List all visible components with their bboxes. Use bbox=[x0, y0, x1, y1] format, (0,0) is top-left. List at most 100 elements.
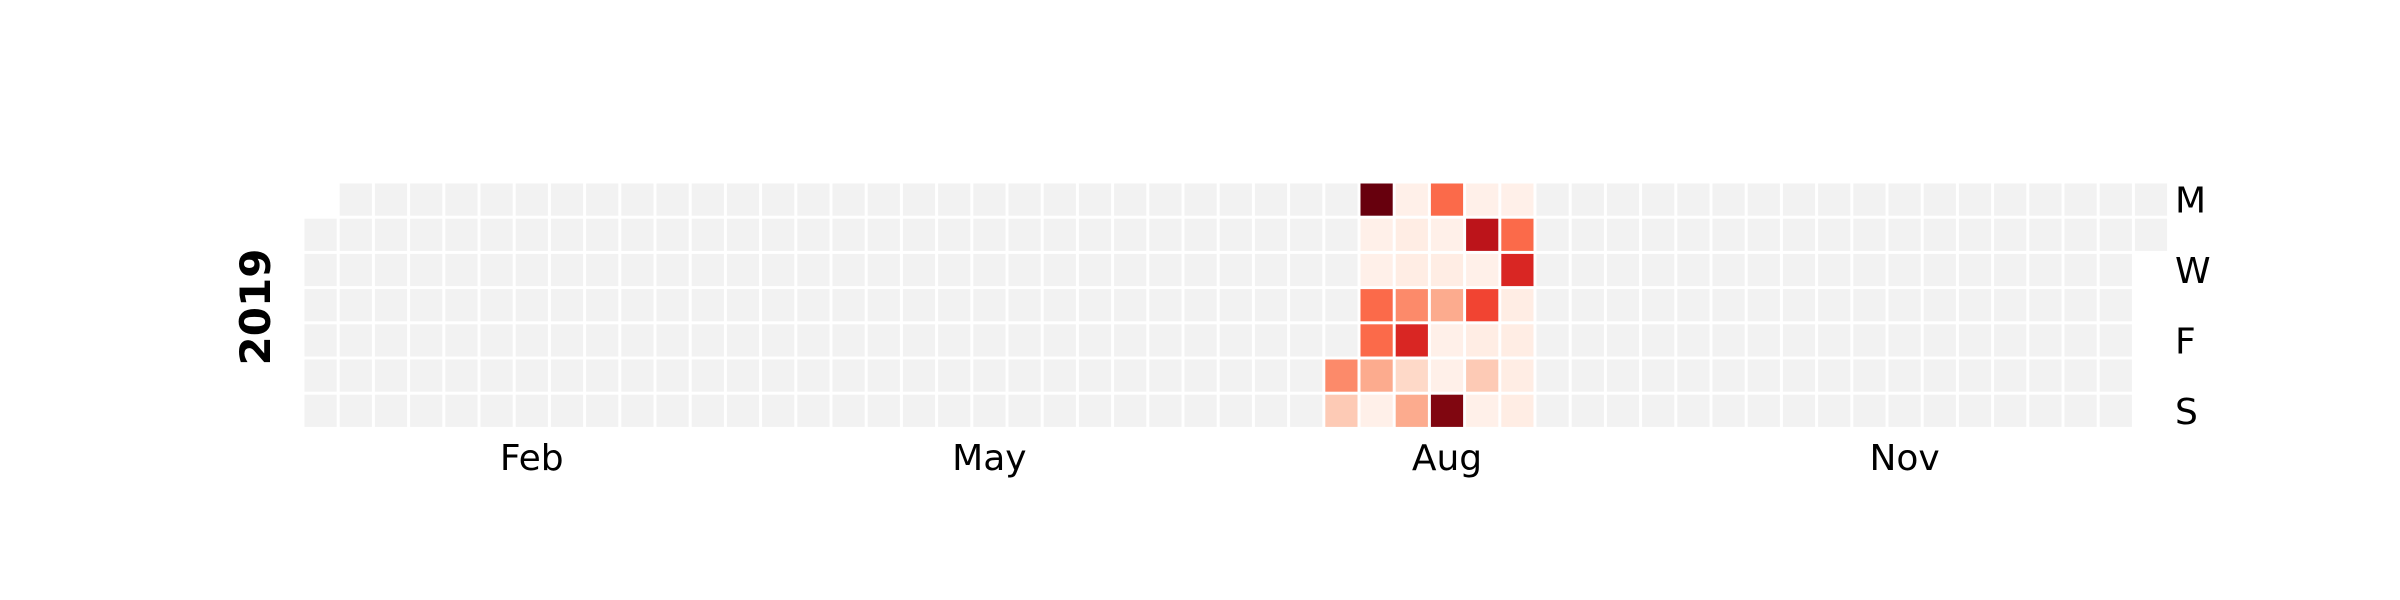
day-cell bbox=[1360, 359, 1393, 392]
day-cell bbox=[374, 218, 408, 251]
day-cell bbox=[691, 359, 724, 392]
day-cell bbox=[621, 218, 654, 251]
day-cell bbox=[2064, 324, 2097, 357]
day-cell bbox=[1677, 359, 1710, 392]
day-cell bbox=[656, 183, 689, 216]
day-cell bbox=[1360, 253, 1393, 287]
day-cell bbox=[1184, 183, 1217, 216]
day-cell bbox=[1818, 359, 1851, 392]
day-cell bbox=[973, 359, 1006, 392]
day-cell bbox=[1606, 394, 1640, 427]
day-cell bbox=[938, 183, 971, 216]
day-cell bbox=[1325, 289, 1358, 322]
day-cell bbox=[1466, 359, 1499, 392]
day-cell bbox=[2029, 324, 2062, 357]
day-cell bbox=[1818, 394, 1851, 427]
day-cell bbox=[1008, 394, 1041, 427]
day-cell bbox=[1853, 289, 1886, 322]
day-cell bbox=[1818, 253, 1851, 287]
day-cell bbox=[1923, 324, 1956, 357]
day-cell bbox=[1008, 359, 1041, 392]
day-cell bbox=[1184, 394, 1217, 427]
day-cell bbox=[1818, 218, 1851, 251]
day-cell bbox=[445, 324, 478, 357]
day-cell bbox=[1008, 218, 1041, 251]
day-cell bbox=[1466, 253, 1499, 287]
day-cell bbox=[2064, 289, 2097, 322]
day-cell bbox=[1149, 324, 1182, 357]
day-cell bbox=[832, 289, 865, 322]
day-cell bbox=[586, 324, 619, 357]
day-cell bbox=[550, 289, 584, 322]
day-cell bbox=[973, 253, 1006, 287]
day-cell bbox=[832, 218, 865, 251]
day-cell bbox=[1501, 253, 1534, 287]
day-cell bbox=[1254, 183, 1288, 216]
day-cell bbox=[374, 289, 408, 322]
day-cell bbox=[1994, 289, 2027, 322]
day-cell bbox=[1536, 218, 1569, 251]
day-cell bbox=[1677, 218, 1710, 251]
day-cell bbox=[1747, 183, 1780, 216]
day-cell bbox=[1747, 289, 1780, 322]
day-cell bbox=[797, 394, 830, 427]
day-cell bbox=[1747, 253, 1780, 287]
day-cell bbox=[762, 183, 795, 216]
day-cell bbox=[1536, 183, 1569, 216]
day-cell bbox=[339, 394, 372, 427]
day-cell bbox=[1078, 324, 1112, 357]
day-cell bbox=[1642, 324, 1675, 357]
day-cell bbox=[2099, 183, 2132, 216]
day-cell bbox=[1923, 289, 1956, 322]
day-cell bbox=[1782, 394, 1816, 427]
day-cell bbox=[832, 359, 865, 392]
day-cell bbox=[726, 289, 760, 322]
day-cell bbox=[1149, 183, 1182, 216]
day-cell bbox=[832, 183, 865, 216]
day-cell bbox=[762, 253, 795, 287]
day-cell bbox=[586, 359, 619, 392]
day-cell bbox=[1290, 394, 1323, 427]
day-cell bbox=[1994, 394, 2027, 427]
day-cell bbox=[1184, 359, 1217, 392]
day-cell bbox=[1642, 183, 1675, 216]
day-cell bbox=[1923, 394, 1956, 427]
day-cell bbox=[1958, 324, 1992, 357]
day-cell bbox=[1818, 183, 1851, 216]
day-cell bbox=[1571, 253, 1604, 287]
day-cell bbox=[445, 253, 478, 287]
day-cell bbox=[1958, 394, 1992, 427]
day-cell bbox=[797, 253, 830, 287]
day-cell bbox=[1149, 359, 1182, 392]
day-cell bbox=[1219, 289, 1252, 322]
day-cell bbox=[410, 324, 443, 357]
day-cell bbox=[550, 359, 584, 392]
day-cell bbox=[1325, 183, 1358, 216]
day-cell bbox=[1466, 394, 1499, 427]
day-cell bbox=[445, 218, 478, 251]
day-cell bbox=[1853, 359, 1886, 392]
day-label: S bbox=[2175, 392, 2198, 433]
day-cell bbox=[515, 394, 548, 427]
day-cell bbox=[1184, 218, 1217, 251]
day-cell bbox=[1923, 253, 1956, 287]
day-cell bbox=[1114, 359, 1147, 392]
day-cell bbox=[1994, 324, 2027, 357]
day-cell bbox=[691, 183, 724, 216]
day-cell bbox=[1958, 218, 1992, 251]
day-cell bbox=[480, 289, 513, 322]
day-cell bbox=[374, 324, 408, 357]
day-cell bbox=[691, 253, 724, 287]
day-cell bbox=[1325, 324, 1358, 357]
day-cell bbox=[832, 324, 865, 357]
day-cell bbox=[1642, 359, 1675, 392]
day-cell bbox=[410, 394, 443, 427]
day-cell bbox=[339, 289, 372, 322]
day-cell bbox=[1078, 359, 1112, 392]
day-cell bbox=[586, 253, 619, 287]
day-cell bbox=[1008, 253, 1041, 287]
day-cell bbox=[973, 289, 1006, 322]
day-cell bbox=[726, 394, 760, 427]
day-cell bbox=[938, 394, 971, 427]
